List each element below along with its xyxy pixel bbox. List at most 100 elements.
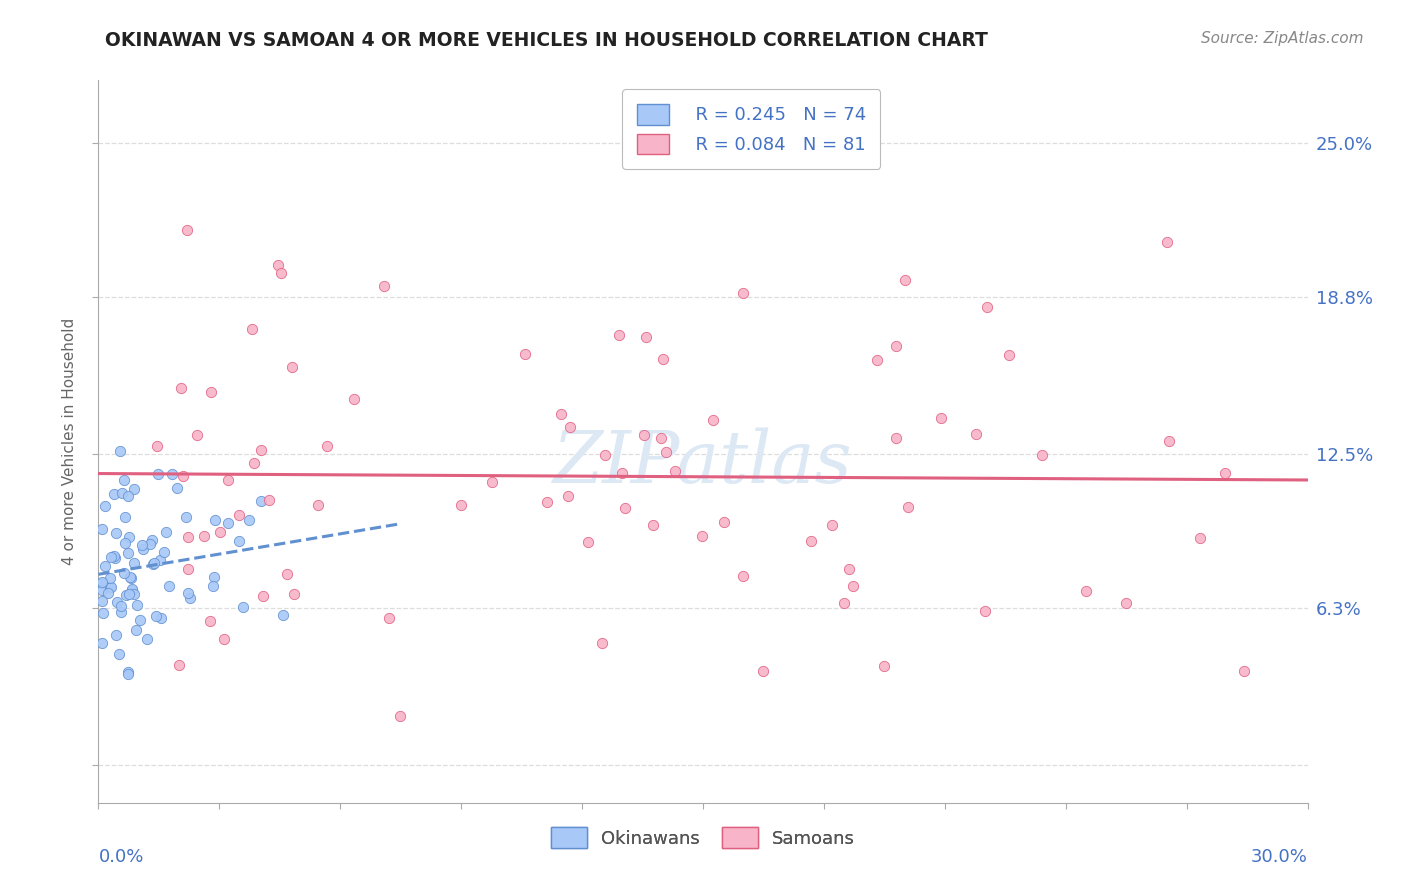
Point (118, 530, 141, 544)
Point (198, 614, 221, 628)
Point (141, 533, 163, 548)
Point (125, 598, 148, 612)
Point (252, 589, 274, 603)
Point (733, 285, 755, 300)
Point (702, 413, 724, 427)
Point (1115, 597, 1137, 611)
Point (167, 657, 190, 672)
Point (157, 579, 180, 593)
Point (204, 513, 226, 527)
Point (114, 509, 136, 524)
Point (884, 339, 907, 353)
Point (841, 579, 863, 593)
Point (117, 546, 139, 560)
Point (607, 327, 630, 342)
Point (149, 553, 172, 567)
Point (576, 535, 599, 549)
Point (117, 489, 139, 503)
Point (145, 439, 167, 453)
Point (1074, 584, 1097, 599)
Point (148, 467, 170, 481)
Text: 0.0%: 0.0% (98, 847, 143, 865)
Point (217, 516, 239, 530)
Point (122, 556, 145, 570)
Point (965, 426, 987, 441)
Point (865, 352, 887, 367)
Point (177, 562, 200, 576)
Point (276, 566, 298, 581)
Point (136, 632, 159, 646)
Point (612, 467, 634, 481)
Point (893, 272, 915, 286)
Point (112, 474, 135, 488)
Point (176, 223, 198, 237)
Point (98, 580, 121, 594)
Point (692, 529, 714, 543)
Point (110, 444, 132, 458)
Point (838, 562, 860, 576)
Point (176, 510, 198, 524)
Point (149, 611, 172, 625)
Point (307, 498, 329, 512)
Point (651, 351, 673, 366)
Point (343, 392, 366, 406)
Point (103, 487, 125, 501)
Point (143, 556, 166, 570)
Point (557, 489, 579, 503)
Point (1215, 466, 1237, 480)
Point (114, 536, 136, 550)
Point (91, 522, 114, 536)
Point (132, 541, 155, 556)
Point (641, 517, 664, 532)
Point (117, 665, 139, 679)
Point (217, 473, 239, 487)
Point (800, 534, 823, 549)
Point (388, 708, 411, 723)
Point (91, 635, 114, 649)
Point (100, 580, 122, 594)
Point (105, 594, 128, 608)
Point (240, 322, 263, 336)
Point (283, 587, 305, 601)
Point (201, 579, 224, 593)
Point (450, 498, 472, 512)
Point (228, 534, 250, 549)
Point (172, 469, 194, 483)
Point (91, 594, 114, 608)
Point (281, 359, 304, 374)
Point (636, 330, 658, 344)
Point (1233, 664, 1256, 678)
Point (752, 664, 775, 678)
Point (155, 524, 177, 539)
Point (122, 482, 145, 496)
Point (873, 658, 896, 673)
Point (103, 549, 125, 563)
Point (373, 278, 395, 293)
Text: OKINAWAN VS SAMOAN 4 OR MORE VEHICLES IN HOUSEHOLD CORRELATION CHART: OKINAWAN VS SAMOAN 4 OR MORE VEHICLES IN… (105, 31, 988, 50)
Point (110, 599, 132, 614)
Point (131, 538, 153, 552)
Point (91, 607, 114, 621)
Point (176, 586, 198, 600)
Point (513, 346, 536, 360)
Point (1189, 532, 1212, 546)
Point (655, 445, 678, 459)
Point (91, 575, 114, 590)
Point (249, 493, 271, 508)
Point (121, 582, 143, 596)
Point (378, 611, 401, 625)
Point (613, 500, 636, 515)
Point (145, 609, 167, 624)
Point (105, 526, 128, 541)
Text: 30.0%: 30.0% (1251, 847, 1308, 865)
Text: Source: ZipAtlas.com: Source: ZipAtlas.com (1201, 31, 1364, 46)
Point (112, 566, 135, 581)
Point (125, 624, 148, 638)
Point (117, 667, 139, 681)
Point (1159, 434, 1181, 449)
Point (177, 530, 200, 544)
Point (257, 492, 280, 507)
Point (238, 513, 260, 527)
Point (481, 475, 503, 490)
Point (200, 384, 222, 399)
